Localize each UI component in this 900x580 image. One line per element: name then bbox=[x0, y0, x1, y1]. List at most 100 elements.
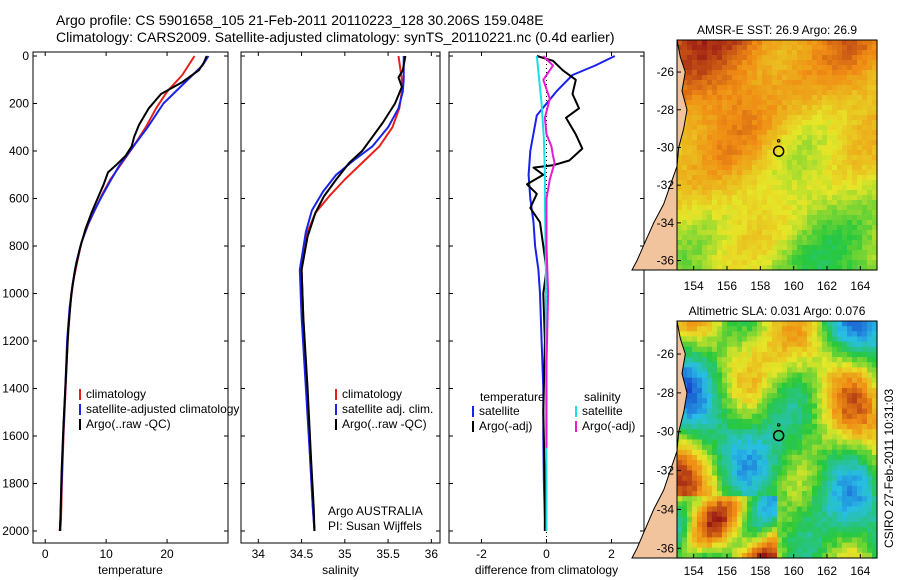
sst_map-cell bbox=[752, 205, 758, 211]
sla_map-cell bbox=[707, 501, 713, 508]
sst_map-cell bbox=[682, 90, 688, 96]
sst_map-cell bbox=[737, 90, 743, 96]
sst_map-cell bbox=[712, 265, 718, 271]
sst_map-cell bbox=[727, 200, 733, 206]
sst_map-cell bbox=[832, 150, 838, 156]
sst_map-cell bbox=[747, 50, 753, 56]
sla_map-cell bbox=[702, 454, 708, 461]
sst_map-cell bbox=[842, 220, 848, 226]
sst_map-cell bbox=[812, 250, 818, 256]
sst_map-cell bbox=[772, 175, 778, 181]
temp-frame bbox=[32, 51, 229, 544]
sst_map-cell bbox=[747, 160, 753, 166]
sst_map-cell bbox=[712, 65, 718, 71]
sla_map-cell bbox=[717, 449, 723, 456]
sst_map-cell bbox=[837, 200, 843, 206]
sla_map-cell bbox=[802, 351, 808, 358]
sst_map-cell bbox=[867, 50, 873, 56]
sla_map-cell bbox=[862, 506, 868, 513]
sla_map-cell bbox=[867, 439, 873, 446]
sst_map-cell bbox=[702, 160, 708, 166]
sla_map-cell bbox=[687, 552, 693, 559]
sst_map-cell bbox=[857, 80, 863, 86]
sla_map-cell bbox=[817, 454, 823, 461]
sla_map-cell bbox=[867, 403, 873, 410]
sla_map-cell bbox=[712, 398, 718, 405]
sla_map-cell bbox=[812, 357, 818, 363]
sst_map-cell bbox=[727, 235, 733, 241]
sst_map-cell bbox=[862, 100, 868, 106]
sla_map-cell bbox=[782, 418, 788, 425]
sla_map-cell bbox=[782, 331, 788, 338]
sst_map-cell bbox=[872, 90, 878, 96]
sla_map-cell bbox=[772, 465, 778, 472]
sla_map-cell bbox=[732, 424, 738, 430]
sst_map-cell bbox=[787, 230, 793, 236]
sla_map-cell bbox=[862, 444, 868, 451]
sla_map-cell bbox=[702, 501, 708, 508]
sla_map-cell bbox=[692, 532, 698, 538]
sst_map-cell bbox=[772, 225, 778, 231]
sst_map-cell bbox=[857, 110, 863, 116]
sst_map-cell bbox=[792, 235, 798, 241]
sla_map-cell bbox=[752, 341, 758, 348]
sla_map-ytick-label: -34 bbox=[657, 502, 675, 516]
sst_map-cell bbox=[772, 65, 778, 71]
sst_map-cell bbox=[802, 260, 808, 266]
sla_map-cell bbox=[727, 341, 733, 348]
sst_map-cell bbox=[747, 140, 753, 146]
sst_map-cell bbox=[712, 95, 718, 101]
sst_map-cell bbox=[747, 250, 753, 256]
sla_map-cell bbox=[687, 351, 693, 358]
sst_map-cell bbox=[802, 110, 808, 116]
sla_map-cell bbox=[837, 454, 843, 461]
sla_map-cell bbox=[872, 527, 878, 533]
sst_map-cell bbox=[847, 240, 853, 246]
sst_map-cell bbox=[852, 130, 858, 136]
sst_map-cell bbox=[677, 40, 683, 46]
sla_map-cell bbox=[722, 465, 728, 472]
sst_map-cell bbox=[862, 85, 868, 91]
sst_map-cell bbox=[832, 200, 838, 206]
sst_map-cell bbox=[807, 180, 813, 186]
sst_map-cell bbox=[767, 100, 773, 106]
sst_map-cell bbox=[852, 175, 858, 181]
sla_map-cell bbox=[687, 480, 693, 487]
sst_map-cell bbox=[857, 155, 863, 161]
sst_map-cell bbox=[842, 90, 848, 96]
sla_map-cell bbox=[847, 336, 853, 343]
sst_map-cell bbox=[787, 100, 793, 106]
sla_map-cell bbox=[812, 537, 818, 544]
sla_map-cell bbox=[852, 496, 858, 502]
sla_map-cell bbox=[862, 341, 868, 348]
sla_map-cell bbox=[802, 532, 808, 538]
sst_map-cell bbox=[692, 235, 698, 241]
sla_map-cell bbox=[707, 521, 713, 528]
sst_map-cell bbox=[722, 160, 728, 166]
sla_map-cell bbox=[797, 351, 803, 358]
sla_map-cell bbox=[852, 491, 858, 497]
sst_map-coastline bbox=[631, 39, 688, 271]
sst_map-cell bbox=[807, 90, 813, 96]
sst_map-cell bbox=[682, 125, 688, 131]
depth-tick-label: 2000 bbox=[2, 524, 29, 538]
sla_map-cell bbox=[722, 424, 728, 430]
depth-tick-label: 400 bbox=[9, 144, 29, 158]
sla_map-cell bbox=[802, 326, 808, 332]
sla_map-cell bbox=[707, 367, 713, 374]
sst_map-cell bbox=[832, 125, 838, 131]
sst_map-cell bbox=[832, 230, 838, 236]
sla_map-cell bbox=[727, 357, 733, 363]
sla_map-cell bbox=[767, 434, 773, 441]
sst_map-cell bbox=[842, 80, 848, 86]
sla_map-cell bbox=[812, 367, 818, 374]
sst_map-cell bbox=[842, 195, 848, 201]
sst_map-cell bbox=[842, 65, 848, 71]
sst_map-cell bbox=[767, 45, 773, 51]
sst_map-cell bbox=[867, 165, 873, 171]
sla_map-cell bbox=[692, 511, 698, 518]
sla_map-cell bbox=[702, 444, 708, 451]
sst_map-cell bbox=[762, 180, 768, 186]
sla_map-cell bbox=[807, 527, 813, 533]
sst_map-cell bbox=[782, 175, 788, 181]
